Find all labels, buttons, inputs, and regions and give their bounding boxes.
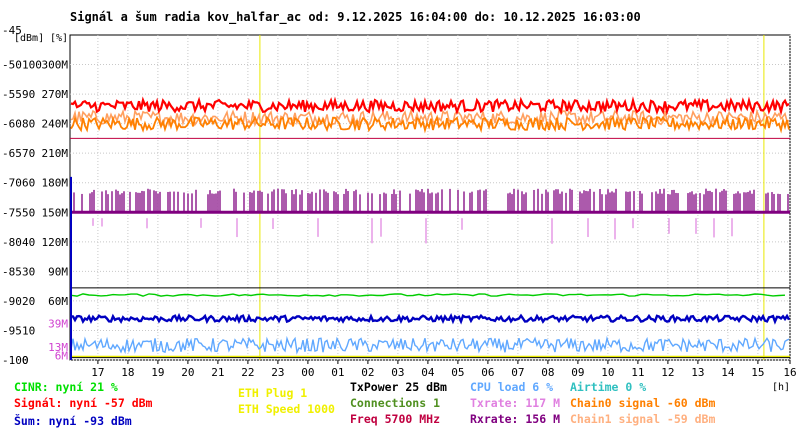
y-tick-pct: 100 [22, 59, 42, 72]
chart-title: Signál a šum radia kov_halfar_ac od: 9.1… [70, 10, 641, 24]
x-tick-label: 02 [361, 366, 374, 379]
y-tick-dbm: -80 [2, 236, 22, 249]
x-tick-label: 12 [661, 366, 674, 379]
legend-eth-plug: ETH Plug 1 [238, 386, 308, 400]
y-tick-dbm: -60 [2, 118, 22, 131]
y-tick-pct: 10 [22, 324, 35, 337]
y-tick-pct: 20 [22, 295, 35, 308]
legend-airtime: Airtime 0 % [570, 380, 647, 394]
legend-cinr: CINR: nyní 21 % [14, 380, 118, 394]
y-tick-rate: 120M [42, 236, 69, 249]
x-tick-label: 03 [391, 366, 404, 379]
legend-signal: Signál: nyní -57 dBm [14, 396, 153, 410]
y-tick-pct: 80 [22, 118, 35, 131]
y-tick-rate: 210M [42, 147, 69, 160]
legend-cpu-load: CPU load 6 % [470, 380, 554, 394]
y-tick-rate: 6M [55, 349, 69, 362]
y-tick-rate: 300M [42, 59, 69, 72]
legend-txrate: Txrate: 117 M [470, 396, 561, 410]
legend-freq: Freq 5700 MHz [350, 412, 441, 426]
series-noise [70, 312, 791, 325]
series-cpu [70, 335, 790, 355]
y-unit-pct: [%] [50, 33, 68, 44]
legend-noise: Šum: nyní -93 dBm [14, 414, 132, 428]
y-tick-dbm: -90 [2, 295, 22, 308]
x-tick-label: 01 [331, 366, 344, 379]
y-unit-dbm: [dBm] [14, 33, 44, 44]
x-tick-label: 13 [691, 366, 704, 379]
y-tick-dbm: -65 [2, 147, 22, 160]
y-tick-dbm: -55 [2, 88, 22, 101]
y-tick-rate: 90M [48, 265, 68, 278]
y-tick-pct: 50 [22, 206, 35, 219]
y-tick-dbm: -85 [2, 265, 22, 278]
legend-rxrate: Rxrate: 156 M [470, 412, 561, 426]
legend-txpower: TxPower 25 dBm [350, 380, 447, 394]
x-unit-label: [h] [772, 382, 790, 393]
series-cinr [70, 293, 786, 297]
y-tick-dbm: -95 [2, 324, 22, 337]
x-tick-label: 10 [601, 366, 614, 379]
x-tick-label: 16 [783, 366, 796, 379]
y-tick-rate: 60M [48, 295, 68, 308]
y-tick-dbm: -75 [2, 206, 22, 219]
y-tick-dbm: -70 [2, 177, 22, 190]
y-tick-dbm: -50 [2, 59, 22, 72]
x-tick-label: 05 [451, 366, 464, 379]
y-tick-rate: 13M [48, 341, 68, 354]
y-tick-top: -45 [2, 24, 22, 37]
y-tick-pct: 40 [22, 236, 35, 249]
x-tick-label: 19 [151, 366, 164, 379]
y-tick-rate: 180M [42, 177, 69, 190]
series-signal [70, 96, 790, 116]
x-tick-label: 23 [271, 366, 284, 379]
series-chain0 [70, 113, 790, 134]
legend-chain1: Chain1 signal -59 dBm [570, 412, 716, 426]
x-tick-label: 20 [181, 366, 194, 379]
x-tick-label: 04 [421, 366, 435, 379]
y-tick-rate: 39M [48, 317, 68, 330]
x-tick-label: 08 [541, 366, 554, 379]
x-tick-label: 17 [91, 366, 104, 379]
y-tick-rate: 150M [42, 206, 69, 219]
x-tick-label: 11 [631, 366, 644, 379]
x-tick-label: 15 [751, 366, 764, 379]
x-tick-label: 18 [121, 366, 134, 379]
y-tick-dbm: -100 [2, 354, 29, 367]
legend-connections: Connections 1 [350, 396, 441, 410]
x-tick-label: 14 [721, 366, 735, 379]
y-tick-pct: 90 [22, 88, 35, 101]
x-tick-label: 00 [301, 366, 314, 379]
y-tick-pct: 30 [22, 265, 35, 278]
y-tick-rate: 240M [42, 118, 69, 131]
legend-eth-speed: ETH Speed 1000 [238, 402, 335, 416]
x-tick-label: 22 [241, 366, 254, 379]
y-tick-pct: 60 [22, 177, 35, 190]
x-tick-label: 21 [211, 366, 224, 379]
y-tick-rate: 270M [42, 88, 69, 101]
y-tick-pct: 0 [22, 354, 29, 367]
x-tick-label: 07 [511, 366, 524, 379]
y-tick-pct: 70 [22, 147, 35, 160]
x-tick-label: 06 [481, 366, 494, 379]
x-tick-label: 09 [571, 366, 584, 379]
legend-chain0: Chain0 signal -60 dBm [570, 396, 716, 410]
